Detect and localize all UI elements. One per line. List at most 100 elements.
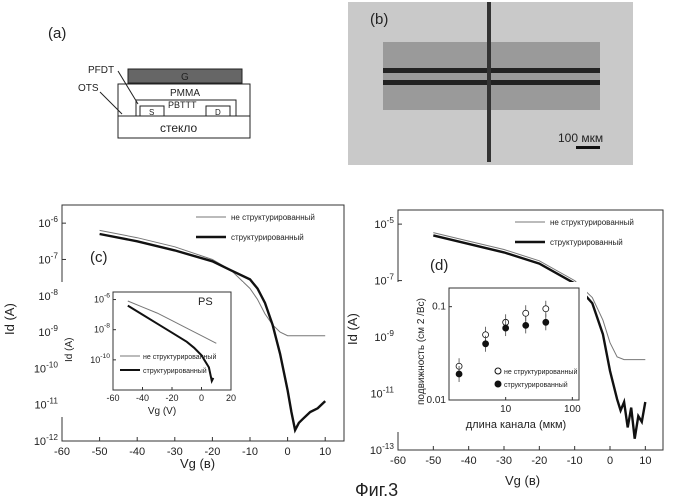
pattern-region [383, 42, 600, 110]
callout-ots-line [99, 91, 123, 115]
electrode-line-bottom [383, 80, 600, 85]
inset-x-tick-label: 10 [500, 404, 512, 415]
dielectric-label: PMMA [170, 88, 200, 99]
legend-label: не структурированный [231, 213, 315, 222]
electrode-line-top [383, 68, 600, 73]
substrate-label: стекло [160, 121, 198, 135]
inset-legend-marker [494, 367, 502, 375]
x-tick-label: 10 [639, 455, 651, 467]
inset-xlabel: Vg (V) [148, 406, 176, 417]
y-tick-label: 10-7 [374, 273, 394, 288]
inset-legend-marker [494, 380, 502, 388]
inset-y-tick-label: 10-8 [94, 323, 110, 335]
chart-d-panel-label: (d) [430, 257, 448, 274]
series-line-unstructured [433, 232, 646, 361]
inset-legend-label: не структурированный [143, 353, 216, 361]
inset-y-tick-label: 0.01 [427, 395, 447, 406]
inset-ylabel: подвижность (см 2 /Вс) [416, 298, 427, 405]
x-tick-label: -10 [242, 446, 258, 458]
inset-x-tick-label: -20 [165, 393, 178, 403]
y-tick-label: 10-10 [34, 360, 59, 375]
y-tick-label: 10-9 [374, 329, 394, 344]
inset-frame [448, 287, 580, 401]
inset-title: PS [198, 296, 213, 308]
chart-c-panel-label: (c) [90, 249, 108, 266]
x-tick-label: 0 [285, 446, 291, 458]
inset-x-tick-label: -60 [106, 393, 119, 403]
gate-layer [127, 68, 243, 84]
figure-caption: Фиг.3 [355, 480, 398, 500]
y-tick-label: 10-13 [370, 442, 395, 457]
inset-point-filled [502, 324, 510, 332]
semiconductor-label: PBTTT [168, 100, 197, 110]
x-tick-label: -60 [390, 455, 406, 467]
inset-series-line [127, 300, 217, 344]
callout-ots: OTS [78, 83, 99, 94]
x-tick-label: -50 [425, 455, 441, 467]
chart-d-xlabel: Vg (в) [505, 473, 540, 488]
x-tick-label: -60 [54, 446, 70, 458]
x-tick-label: -20 [204, 446, 220, 458]
scale-bar-label: 100 мкм [558, 131, 603, 145]
callout-pfdt-line [117, 70, 139, 105]
y-tick-label: 10-5 [374, 216, 394, 231]
inset-y-tick-label: 10-6 [94, 293, 110, 305]
inset-x-tick-label: -40 [136, 393, 149, 403]
gate-line [487, 2, 491, 162]
inset-legend-label: не структурированный [504, 368, 577, 376]
inset-y-tick-label: 10-10 [90, 353, 110, 365]
legend-label: структурированный [231, 233, 304, 242]
inset-point-filled [542, 318, 550, 326]
chart-c-xlabel: Vg (в) [180, 456, 215, 471]
inset-point-open [522, 309, 530, 317]
legend-label: не структурированный [550, 218, 634, 227]
inset-background [58, 282, 243, 417]
panel-b: (b) 100 мкм [348, 2, 633, 165]
y-tick-label: 10-12 [34, 433, 59, 448]
y-tick-label: 10-7 [38, 251, 58, 266]
x-tick-label: -40 [461, 455, 477, 467]
series-line-unstructured [99, 229, 326, 337]
x-tick-label: -50 [92, 446, 108, 458]
y-tick-label: 10-11 [370, 386, 394, 401]
x-tick-label: -30 [167, 446, 183, 458]
inset-xlabel: длина канала (мкм) [466, 419, 566, 431]
gate-label: G [181, 72, 189, 83]
legend-label: структурированный [550, 238, 623, 247]
series-line-structured [99, 232, 327, 434]
x-tick-label: -20 [531, 455, 547, 467]
inset-y-tick-label: 0.1 [432, 302, 446, 313]
series-line-structured [433, 234, 647, 439]
x-tick-label: 0 [607, 455, 613, 467]
y-tick-label: 10-9 [38, 324, 58, 339]
panel-a-label: (a) [48, 25, 66, 42]
chart-d-ylabel: Id (A) [345, 313, 360, 345]
source-label: S [149, 108, 154, 117]
inset-ylabel: Id (A) [64, 338, 75, 362]
x-tick-label: -10 [567, 455, 583, 467]
inset-series-line [127, 304, 215, 385]
inset-x-tick-label: 0 [199, 393, 204, 403]
y-tick-label: 10-11 [34, 397, 58, 412]
inset-legend-label: структурированный [143, 367, 207, 375]
inset-legend-label: структурированный [504, 381, 568, 389]
inset-background [395, 282, 587, 432]
panel-b-label: (b) [370, 11, 388, 28]
x-tick-label: -30 [496, 455, 512, 467]
y-tick-label: 10-6 [38, 215, 58, 230]
chart-d: (d) Vg (в) Id (A) -60 -50 -40 -30 -20 -10 0 10 1… [345, 209, 664, 488]
inset-point-filled [482, 340, 489, 348]
drain-label: D [215, 108, 221, 117]
x-tick-label: 10 [319, 446, 331, 458]
scale-bar [576, 146, 600, 149]
x-tick-label: -40 [129, 446, 145, 458]
inset-point-filled [455, 370, 463, 378]
inset-x-tick-label: 20 [226, 393, 236, 403]
inset-point-open [542, 305, 550, 313]
panel-a: (a) G PMMA PBTTT S D стекло PFDT OTS [48, 25, 251, 139]
inset-point-filled [522, 321, 530, 329]
inset-x-tick-label: 100 [564, 404, 581, 415]
chart-c-ylabel: Id (A) [2, 303, 17, 335]
y-tick-label: 10-8 [38, 288, 58, 303]
